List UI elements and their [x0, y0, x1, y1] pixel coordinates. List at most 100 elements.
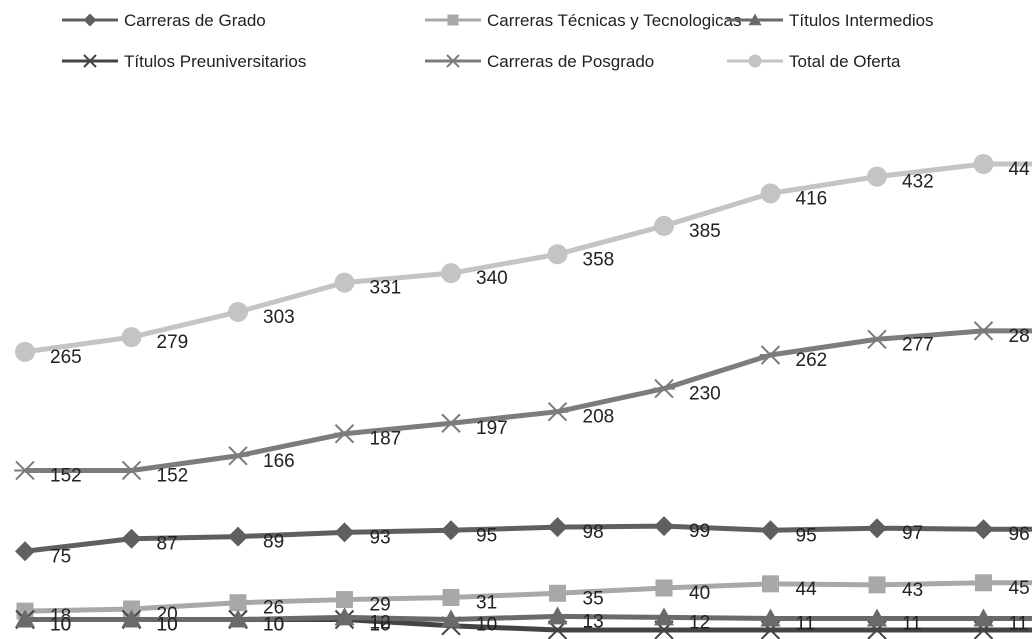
- plot-area: 1820262931354044434545451010101010101012…: [14, 154, 1032, 639]
- data-label: 96: [1009, 524, 1030, 545]
- data-point: [334, 272, 355, 293]
- data-point: [653, 378, 675, 399]
- legend-item-carreras-de-posgrado: Carreras de Posgrado: [425, 52, 654, 71]
- data-point: [762, 575, 779, 593]
- data-label: 35: [583, 588, 604, 609]
- series-line: [25, 613, 1032, 623]
- data-label: 28: [1009, 326, 1030, 347]
- data-point: [333, 424, 356, 444]
- data-label: 12: [370, 612, 391, 633]
- data-label: 277: [902, 334, 934, 355]
- data-point: [760, 183, 781, 204]
- data-point: [229, 594, 247, 612]
- data-point: [441, 520, 461, 541]
- data-label: 89: [263, 532, 284, 553]
- data-label: 40: [689, 583, 710, 604]
- data-label: 44: [1009, 159, 1031, 180]
- data-label: 43: [902, 580, 923, 601]
- legend-marker: [83, 54, 97, 68]
- legend-label: Carreras de Posgrado: [487, 52, 654, 71]
- data-point: [336, 591, 353, 609]
- data-point: [227, 446, 249, 466]
- data-point: [547, 517, 568, 538]
- data-label: 340: [476, 268, 508, 289]
- data-label: 11: [796, 613, 816, 634]
- legend-marker: [447, 14, 459, 26]
- data-point: [866, 329, 888, 349]
- legend-label: Carreras de Grado: [124, 11, 266, 30]
- data-point: [14, 460, 36, 481]
- data-point: [121, 528, 142, 549]
- data-label: 358: [583, 249, 615, 270]
- data-point: [121, 609, 142, 628]
- data-point: [654, 516, 674, 537]
- data-label: 262: [796, 350, 828, 371]
- data-label: 13: [583, 611, 604, 632]
- series-line: [25, 328, 1032, 473]
- legend-item-carreras-tecnicas-y-tecnologicas: Carreras Técnicas y Tecnologicas: [425, 11, 742, 30]
- legend-marker: [748, 13, 762, 26]
- data-label: 95: [476, 525, 497, 546]
- data-label: 279: [157, 332, 189, 353]
- data-label: 303: [263, 307, 295, 328]
- series-titulos-intermedios: 101010121013121111111111: [15, 606, 1032, 636]
- data-label: 44: [796, 579, 818, 600]
- data-point: [867, 518, 887, 539]
- data-point: [654, 607, 674, 626]
- data-point: [546, 401, 569, 422]
- data-label: 11: [902, 613, 922, 634]
- data-point: [973, 608, 994, 627]
- data-point: [760, 520, 781, 541]
- data-point: [228, 301, 248, 322]
- data-point: [334, 522, 355, 543]
- series-total-de-oferta: 265279303331340358385416432444444: [15, 154, 1032, 368]
- data-label: 416: [796, 188, 828, 209]
- legend-label: Carreras Técnicas y Tecnologicas: [487, 11, 742, 30]
- legend-marker: [445, 54, 461, 68]
- data-label: 12: [689, 612, 710, 633]
- data-point: [442, 588, 460, 606]
- data-label: 10: [50, 615, 71, 636]
- data-point: [759, 345, 782, 365]
- data-label: 197: [476, 418, 508, 439]
- legend-label: Total de Oferta: [789, 52, 901, 71]
- data-point: [123, 600, 140, 618]
- data-point: [867, 166, 887, 187]
- data-point: [441, 609, 461, 628]
- data-label: 29: [370, 595, 391, 616]
- data-point: [973, 154, 994, 174]
- data-label: 87: [157, 534, 178, 555]
- legend-item-carreras-de-grado: Carreras de Grado: [62, 11, 266, 30]
- data-point: [867, 608, 887, 627]
- data-label: 31: [476, 592, 497, 613]
- data-label: 10: [263, 615, 284, 636]
- data-point: [655, 579, 673, 597]
- legend-label: Títulos Intermedios: [789, 11, 934, 30]
- data-label: 152: [157, 465, 189, 486]
- data-label: 45: [1009, 578, 1030, 599]
- series-carreras-de-grado: 758789939598999597969696: [15, 516, 1032, 567]
- data-label: 93: [370, 527, 391, 548]
- legend-item-total-de-oferta: Total de Oferta: [727, 52, 901, 71]
- data-point: [121, 327, 142, 348]
- legend-marker: [83, 13, 97, 27]
- series-carreras-de-posgrado: 152152166187197208230262277282828: [14, 321, 1032, 486]
- legend-item-titulos-preuniversitarios: Títulos Preuniversitarios: [62, 52, 306, 71]
- legend-item-titulos-intermedios: Títulos Intermedios: [727, 11, 934, 30]
- data-label: 187: [370, 429, 402, 450]
- legend-label: Títulos Preuniversitarios: [124, 52, 306, 71]
- data-label: 152: [50, 465, 82, 486]
- data-point: [334, 607, 355, 626]
- data-point: [440, 413, 462, 433]
- data-point: [973, 519, 994, 540]
- data-label: 230: [689, 384, 721, 405]
- data-point: [120, 460, 143, 481]
- data-point: [547, 244, 568, 265]
- data-point: [15, 341, 35, 362]
- chart-legend: Carreras de Grado Carreras Técnicas y Tec…: [62, 11, 934, 71]
- data-point: [15, 541, 35, 562]
- data-label: 10: [476, 615, 497, 636]
- data-point: [441, 263, 461, 284]
- data-point: [547, 606, 568, 625]
